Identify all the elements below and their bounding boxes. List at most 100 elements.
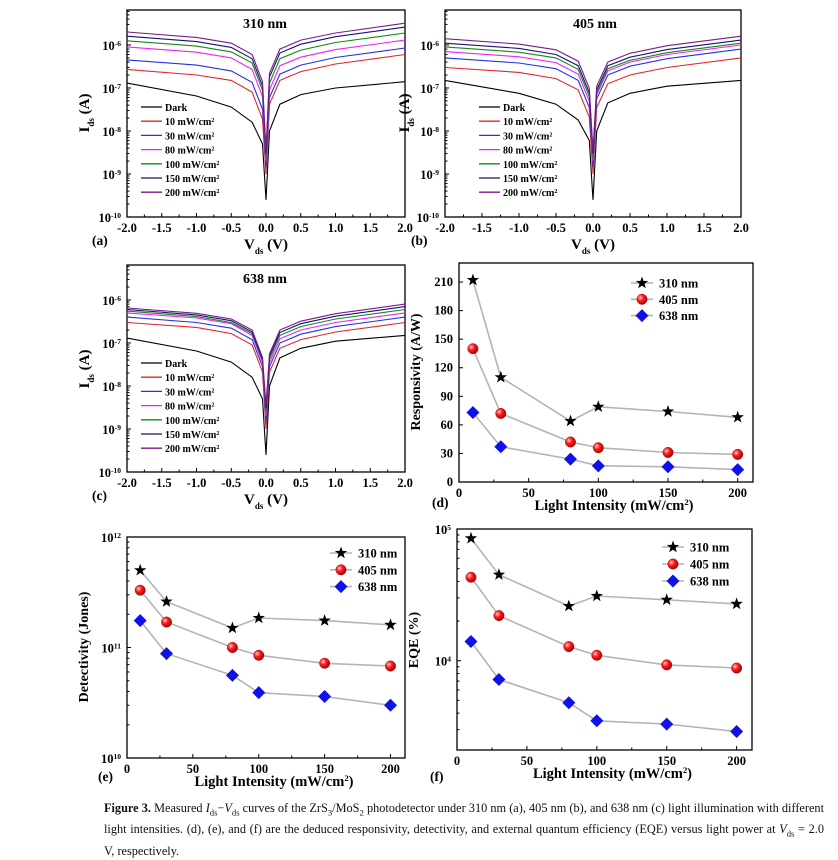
data-point-circle — [731, 662, 743, 674]
y-tick-label: 10-10 — [99, 466, 122, 481]
series-line-638-nm — [139, 620, 391, 707]
x-tick-label: 1.5 — [362, 476, 378, 490]
chart-title: 310 nm — [243, 17, 287, 32]
x-tick-label: 50 — [522, 486, 535, 500]
chart-panel-f: 0 50 100 150 200 104 105 (f) Light Intensity (mW… — [407, 523, 753, 784]
caption-segment: V — [224, 801, 232, 815]
x-tick-label: 100 — [589, 486, 608, 500]
caption-segment: 2 — [359, 807, 364, 818]
caption-segment: photodetector under 310 nm (a), 405 nm (… — [104, 801, 824, 837]
series-line-150 — [444, 39, 742, 154]
x-tick-label: 0 — [124, 762, 130, 776]
legend-marker — [635, 309, 649, 323]
y-tick-label: 120 — [434, 361, 453, 375]
legend-label: 150 mW/cm2 — [503, 174, 557, 185]
y-axis-label: EQE (%) — [407, 611, 422, 668]
x-tick-label: 0.0 — [585, 221, 601, 235]
legend-marker — [635, 276, 649, 289]
x-tick-label: 0.5 — [622, 221, 638, 235]
series-line-100 — [126, 308, 406, 412]
data-point-circle — [465, 571, 477, 583]
y-tick-label: 10-10 — [417, 211, 440, 226]
x-tick-label: -0.5 — [546, 221, 566, 235]
series-line-Dark — [126, 81, 406, 200]
x-tick-label: 50 — [187, 762, 200, 776]
legend-label: 30 mW/cm2 — [165, 387, 214, 398]
y-tick-label: 1010 — [101, 752, 121, 767]
data-point-circle — [385, 660, 396, 672]
data-point-diamond — [133, 614, 147, 628]
data-point-star — [226, 621, 239, 634]
x-tick-label: -2.0 — [117, 476, 137, 490]
legend-label: 10 mW/cm2 — [503, 117, 552, 128]
series-line-310-nm — [139, 569, 391, 629]
plot-frame — [458, 262, 754, 483]
data-point-diamond — [384, 698, 398, 712]
x-tick-label: -1.5 — [152, 476, 172, 490]
x-tick-label: 0 — [456, 486, 462, 500]
x-tick-label: 0.5 — [293, 221, 309, 235]
legend-label: 80 mW/cm2 — [503, 146, 552, 157]
y-tick-label: 1012 — [101, 531, 121, 546]
series-line-100 — [126, 32, 406, 157]
data-point-diamond — [494, 440, 508, 454]
y-tick-label: 104 — [435, 654, 452, 669]
y-tick-label: 10-8 — [420, 124, 439, 139]
data-point-diamond — [563, 452, 577, 466]
series-line-310-nm — [470, 537, 737, 607]
y-tick-label: 10-8 — [102, 124, 121, 139]
y-tick-label: 10-6 — [420, 38, 439, 53]
legend-marker — [334, 580, 348, 594]
panel-label: (c) — [92, 488, 107, 503]
y-axis-label: Ids (A) — [397, 94, 416, 133]
series-line-200 — [126, 22, 406, 151]
y-tick-label: 10-7 — [420, 81, 439, 96]
legend-marker — [636, 293, 648, 305]
series-line-Dark — [126, 334, 406, 455]
data-point-star — [562, 599, 575, 612]
panel-label: (a) — [92, 233, 108, 248]
y-tick-label: 105 — [435, 523, 452, 538]
legend-label: 80 mW/cm2 — [165, 402, 214, 413]
series-line-80 — [444, 44, 742, 162]
x-tick-label: 2.0 — [397, 221, 413, 235]
series-line-638-nm — [470, 641, 737, 733]
data-point-star — [660, 593, 673, 606]
legend-label: 405 nm — [659, 293, 699, 307]
data-point-circle — [319, 657, 331, 669]
series-line-150 — [126, 306, 406, 409]
y-tick-label: 180 — [434, 304, 453, 318]
x-tick-label: 0.0 — [258, 476, 274, 490]
data-point-diamond — [661, 460, 675, 474]
data-point-star — [661, 405, 675, 417]
legend-label: 100 mW/cm2 — [503, 160, 557, 171]
legend-label: 405 nm — [358, 563, 398, 577]
y-tick-label: 10-8 — [102, 379, 121, 394]
data-point-diamond — [318, 690, 332, 704]
data-point-circle — [134, 584, 146, 596]
caption-segment: ds — [209, 807, 218, 818]
legend-label: 310 nm — [659, 277, 699, 291]
x-axis-label: Vds (V) — [571, 237, 615, 256]
data-point-diamond — [492, 673, 506, 687]
x-tick-label: 2.0 — [397, 476, 413, 490]
y-tick-label: 10-7 — [102, 336, 121, 351]
data-point-diamond — [562, 696, 576, 710]
legend-label: 200 mW/cm2 — [165, 188, 219, 199]
data-point-diamond — [660, 717, 674, 731]
data-point-circle — [253, 649, 265, 661]
x-tick-label: 1.0 — [659, 221, 675, 235]
y-tick-label: 30 — [441, 446, 454, 460]
y-axis-label: Ids (A) — [77, 94, 96, 133]
x-tick-label: 100 — [587, 754, 606, 768]
legend-label: 310 nm — [358, 547, 398, 561]
chart-title: 405 nm — [573, 17, 617, 32]
y-tick-label: 10-6 — [102, 293, 121, 308]
figure: -2.0 -1.5 -1.0 -0.5 0.0 0.5 1.0 1.5 2.0 10-10 10-9… — [77, 9, 754, 790]
chart-panel-d: 0 50 100 150 200 0 30 60 90 120 150 180 210 (d) Light … — [409, 262, 754, 514]
x-tick-label: 150 — [315, 762, 334, 776]
y-tick-label: 60 — [441, 418, 454, 432]
legend-label: 10 mW/cm2 — [165, 117, 214, 128]
data-point-diamond — [225, 668, 239, 682]
y-tick-label: 10-6 — [102, 38, 121, 53]
